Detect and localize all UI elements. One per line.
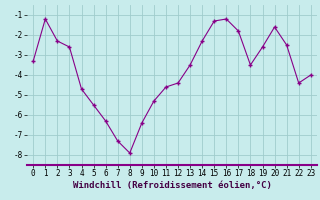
X-axis label: Windchill (Refroidissement éolien,°C): Windchill (Refroidissement éolien,°C): [73, 181, 271, 190]
